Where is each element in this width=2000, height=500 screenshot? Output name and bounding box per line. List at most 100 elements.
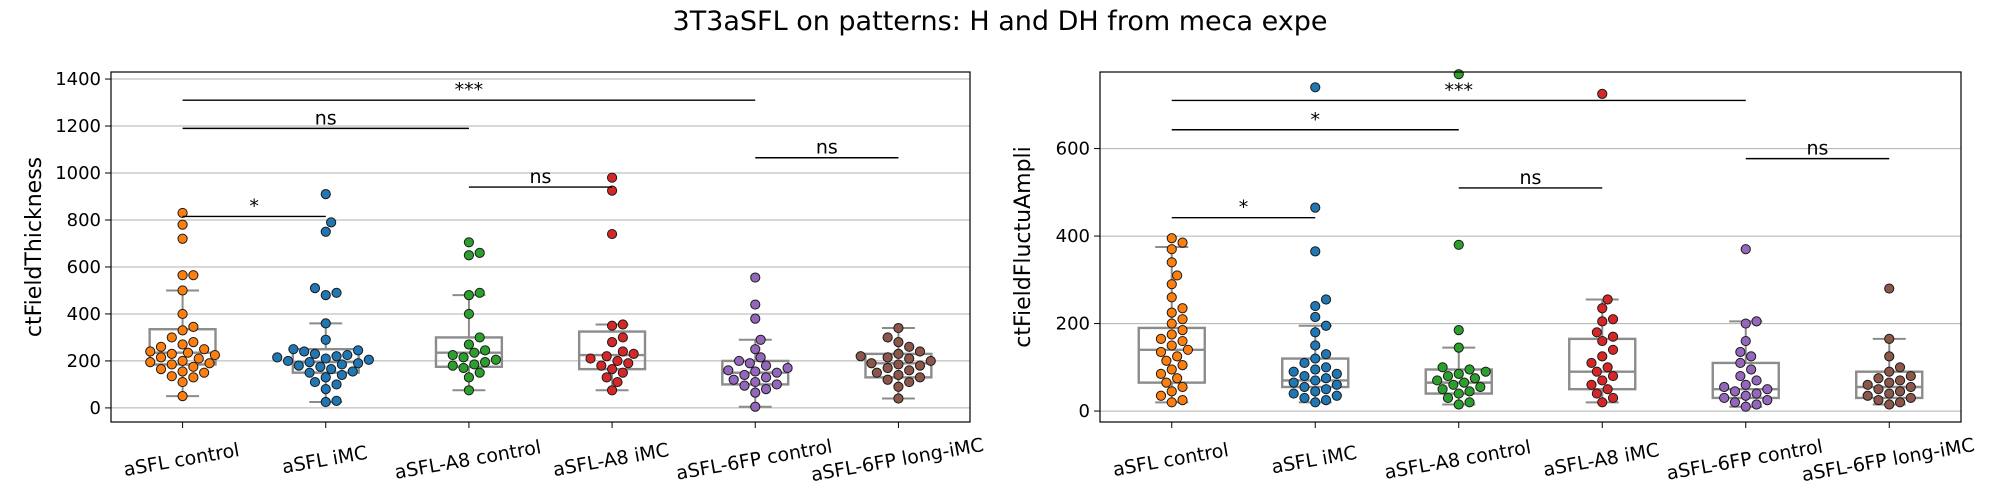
data-point (893, 337, 904, 348)
data-point (309, 283, 321, 294)
data-point (617, 332, 628, 343)
x-tick-label: aSFL-A8 iMC (1541, 439, 1660, 481)
y-tick-label: 200 (1056, 314, 1090, 335)
data-point (893, 381, 904, 392)
data-point (882, 362, 893, 374)
data-point (1310, 353, 1321, 364)
data-point (1442, 370, 1454, 382)
data-point (1166, 318, 1177, 329)
data-point (882, 352, 893, 363)
data-point (1331, 379, 1342, 390)
data-point (612, 355, 623, 367)
data-point (1751, 316, 1762, 327)
y-tick-label: 1200 (55, 116, 101, 137)
data-point (320, 396, 331, 408)
data-point (469, 359, 480, 370)
data-point (1469, 373, 1481, 384)
data-point (188, 372, 199, 383)
data-point (628, 348, 639, 359)
data-point (1884, 351, 1895, 362)
data-point (479, 345, 491, 356)
data-point (166, 371, 177, 382)
data-point (1453, 368, 1464, 379)
data-point (1607, 344, 1619, 355)
y-tick-label: 400 (67, 304, 101, 325)
x-tick-label: aSFL control (1111, 439, 1230, 481)
data-point (855, 351, 866, 362)
data-point (1475, 381, 1486, 393)
data-point (1310, 300, 1321, 312)
data-point (1166, 257, 1177, 268)
data-point (1320, 294, 1332, 305)
data-point (320, 318, 331, 329)
data-point (458, 362, 469, 374)
data-point (320, 226, 331, 237)
data-point (1320, 384, 1332, 395)
data-point (1905, 370, 1916, 382)
data-point (1177, 395, 1188, 406)
data-point (331, 379, 342, 390)
data-point (914, 360, 926, 371)
data-point (760, 360, 772, 371)
data-point (1155, 333, 1167, 344)
thickness-chart-panel: 0 200 400 600 800 1000 1200 1400 ctFieldThicknes… (22, 69, 985, 486)
data-point (1597, 397, 1608, 408)
data-point (177, 219, 188, 230)
data-point (1607, 331, 1619, 342)
data-point (474, 367, 485, 378)
y-tick-label: 0 (90, 398, 101, 419)
data-point (866, 358, 877, 369)
data-point (188, 270, 199, 281)
data-point (1310, 82, 1321, 93)
significance-label: * (1311, 109, 1321, 131)
data-point (1597, 351, 1608, 362)
data-point (744, 358, 755, 369)
data-point (1597, 88, 1608, 99)
data-point (782, 362, 793, 374)
data-point (750, 401, 761, 412)
data-point (739, 380, 750, 391)
data-point (1442, 392, 1454, 404)
data-point (282, 355, 294, 367)
data-point (347, 366, 358, 377)
data-point (1894, 397, 1906, 408)
data-point (1873, 395, 1884, 406)
significance-label: ns (1807, 138, 1829, 160)
data-point (463, 339, 475, 350)
data-point (750, 376, 761, 388)
data-point (882, 332, 893, 343)
data-point (1740, 335, 1751, 347)
data-point (617, 367, 628, 378)
data-point (463, 290, 475, 301)
y-tick-label: 400 (1056, 226, 1090, 247)
data-point (199, 344, 210, 355)
data-point (750, 313, 761, 324)
data-point (612, 376, 623, 388)
x-tick-label: aSFL-6FP long-iMC (1800, 434, 1976, 486)
data-point (1166, 397, 1177, 408)
data-point (320, 334, 331, 345)
data-point (1591, 366, 1602, 377)
data-point (1331, 390, 1342, 401)
data-point (1735, 357, 1746, 369)
data-point (272, 352, 283, 363)
data-point (1862, 390, 1873, 401)
data-point (177, 355, 188, 367)
data-point (304, 367, 315, 378)
data-point (1894, 375, 1906, 386)
data-point (293, 360, 304, 371)
data-point (750, 299, 761, 310)
data-point (1166, 233, 1177, 244)
data-point (601, 372, 612, 383)
data-point (1586, 379, 1597, 390)
data-point (1310, 246, 1321, 257)
data-point (177, 339, 188, 350)
data-point (904, 353, 915, 364)
x-tick-label: aSFL-A8 control (1383, 436, 1533, 483)
data-point (1320, 320, 1332, 331)
data-point (1155, 368, 1167, 379)
data-point (309, 348, 321, 359)
data-point (1735, 346, 1746, 358)
data-point (1310, 340, 1321, 351)
data-point (1735, 370, 1746, 382)
